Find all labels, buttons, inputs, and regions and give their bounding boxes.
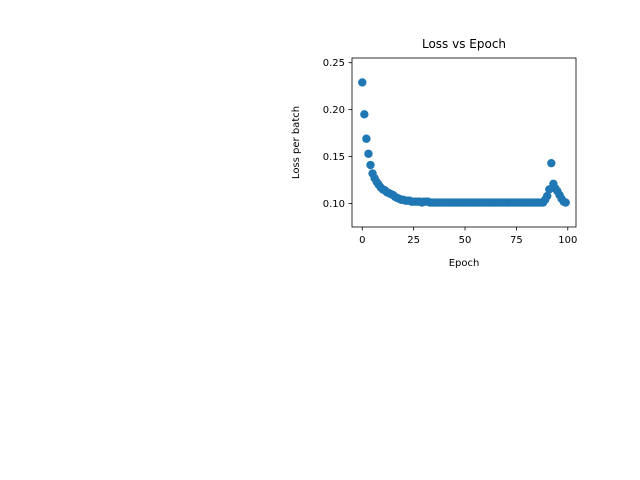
y-tick-label: 0.20 (323, 105, 345, 116)
x-tick-label: 0 (359, 235, 365, 246)
x-tick-label: 75 (510, 235, 523, 246)
x-axis-label: Epoch (449, 258, 480, 269)
x-tick-label: 50 (459, 235, 472, 246)
scatter-marks-layer (358, 78, 570, 207)
x-tick-label: 100 (558, 235, 577, 246)
scatter-point (362, 134, 371, 143)
y-ticks-layer: 0.10 0.15 0.20 0.25 (323, 58, 352, 210)
scatter-point (561, 198, 570, 207)
scatter-point (366, 160, 375, 170)
scatter-point (543, 191, 552, 201)
y-tick-label: 0.10 (323, 199, 345, 210)
scatter-point (358, 78, 367, 87)
scatter-point (360, 110, 369, 119)
y-axis-label: Loss per batch (291, 106, 302, 179)
y-tick-label: 0.25 (323, 58, 345, 69)
y-tick-label: 0.15 (323, 152, 345, 163)
x-tick-label: 25 (407, 235, 420, 246)
chart-title: Loss vs Epoch (422, 37, 506, 51)
scatter-point (364, 149, 373, 158)
axes-frame (351, 57, 577, 228)
x-ticks-layer: 0 25 50 75 100 (359, 227, 577, 246)
scatter-point (547, 158, 556, 168)
